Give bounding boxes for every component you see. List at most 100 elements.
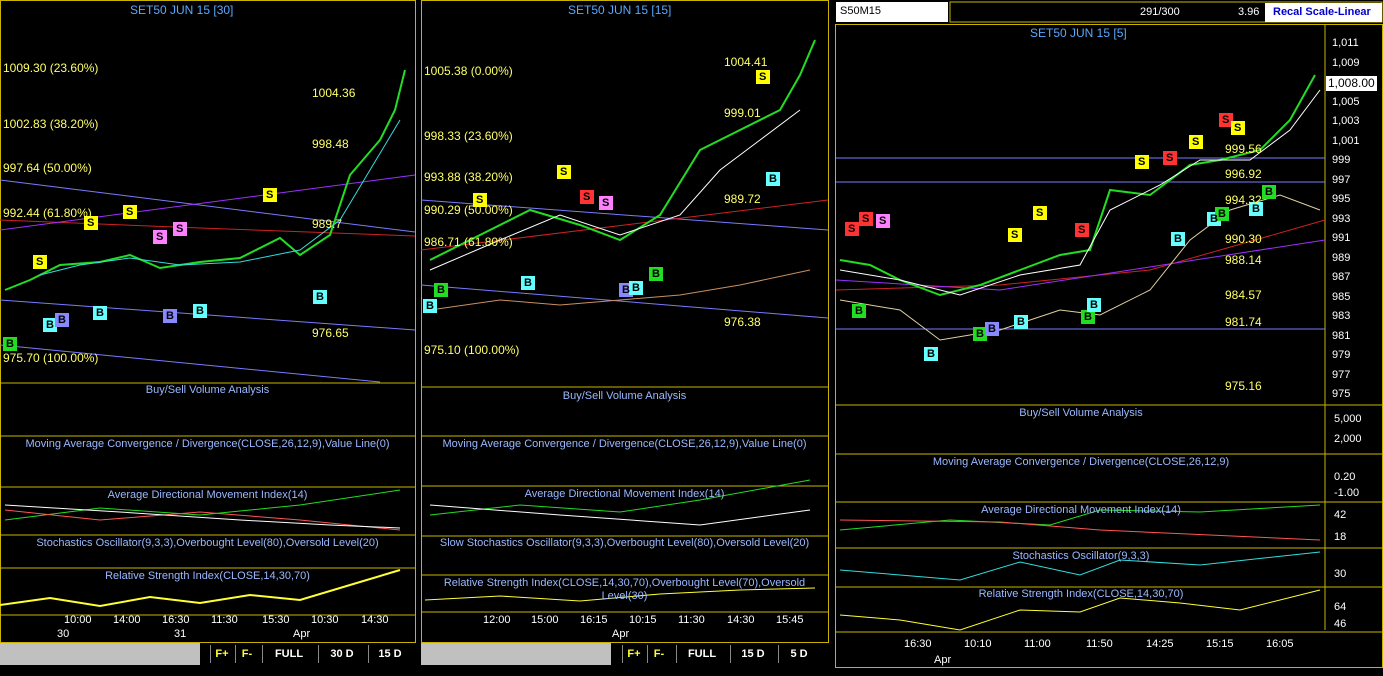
toolbar-button[interactable]: FULL	[262, 645, 315, 663]
signal-box	[434, 283, 448, 297]
signal-box	[1008, 228, 1022, 242]
fib-level: 993.88 (38.20%)	[424, 170, 513, 184]
fib-level: 992.44 (61.80%)	[3, 206, 92, 220]
x-tick-label: 15:00	[531, 614, 559, 626]
signal-box	[1075, 223, 1089, 237]
price-annotation: 975.16	[1225, 379, 1262, 393]
toolbar-button[interactable]: 15 D	[368, 645, 411, 663]
x-tick-label: 11:50	[1086, 638, 1113, 650]
signal-box	[766, 172, 780, 186]
signal-label: B	[58, 314, 66, 326]
price-tick: 979	[1332, 349, 1351, 361]
x-tick-label: 10:10	[964, 638, 992, 650]
indicator-title: Buy/Sell Volume Analysis	[1019, 407, 1143, 419]
signal-label: S	[1138, 156, 1146, 168]
x-tick-label: 15:45	[776, 614, 804, 626]
signal-label: S	[560, 166, 568, 178]
price-annotation: 984.57	[1225, 288, 1262, 302]
price-tick: 1,011	[1332, 37, 1359, 49]
signal-label: B	[437, 284, 445, 296]
indicator-tick: -1.00	[1334, 487, 1360, 499]
signal-label: S	[602, 197, 610, 209]
signal-box	[599, 196, 613, 210]
indicator-title: Relative Strength Index(CLOSE,14,30,70)	[978, 588, 1184, 600]
signal-label: B	[6, 338, 14, 350]
price-tick: 1,001	[1332, 134, 1360, 147]
signal-box	[1087, 298, 1101, 312]
indicator-title: Average Directional Movement Index(14)	[981, 504, 1181, 516]
x-tick-label: 15:15	[1206, 638, 1234, 650]
signal-label: B	[1084, 311, 1092, 323]
indicator-title: Moving Average Convergence / Divergence(…	[932, 456, 1230, 468]
indicator-title: Buy/Sell Volume Analysis	[562, 390, 687, 402]
signal-label: B	[622, 284, 630, 296]
indicator-title: Buy/Sell Volume Analysis	[145, 384, 270, 396]
signal-box	[1215, 207, 1229, 221]
signal-box	[55, 313, 69, 327]
x-tick-label: 10:30	[311, 614, 339, 626]
price-tick: 1,009	[1332, 56, 1360, 69]
signal-label: B	[1218, 208, 1226, 220]
signal-label: S	[176, 223, 184, 235]
signal-box	[1219, 113, 1233, 127]
toolbar-button[interactable]: F-	[235, 645, 258, 663]
fib-level: 975.70 (100.00%)	[3, 351, 99, 365]
signal-box	[1033, 206, 1047, 220]
signal-label: S	[1166, 152, 1174, 164]
signal-label: S	[583, 191, 591, 203]
toolbar-button[interactable]: F-	[647, 645, 670, 663]
signal-label: S	[476, 194, 484, 206]
indicator-tick: 64	[1334, 601, 1347, 613]
signal-box	[1081, 310, 1095, 324]
signal-box	[924, 347, 938, 361]
signal-label: B	[769, 173, 777, 185]
signal-label: S	[1234, 122, 1242, 134]
signal-box	[1231, 121, 1245, 135]
indicator-title: Relative Strength Index(CLOSE,14,30,70)	[105, 570, 310, 582]
toolbar-button[interactable]: 30 D	[318, 645, 365, 663]
toolbar-button[interactable]: F+	[622, 645, 645, 663]
signal-box	[859, 212, 873, 226]
recal-button[interactable]: Recal Scale-Linear	[1273, 6, 1371, 18]
price-annotation: 976.65	[312, 326, 349, 340]
signal-box	[173, 222, 187, 236]
x-tick-label: 11:30	[678, 614, 705, 626]
toolbar-button[interactable]: F+	[210, 645, 233, 663]
signal-box	[1135, 155, 1149, 169]
toolbar-button[interactable]: 5 D	[778, 645, 819, 663]
price-tick: 977	[1332, 368, 1351, 381]
fib-level: 997.64 (50.00%)	[3, 161, 92, 175]
signal-label: B	[1017, 316, 1025, 328]
signal-label: S	[87, 217, 95, 229]
x-tick-label: 10:00	[64, 614, 92, 626]
signal-label: B	[46, 319, 54, 331]
signal-box	[123, 205, 137, 219]
signal-label: B	[976, 328, 984, 340]
date-label: Apr	[612, 628, 630, 640]
x-tick-label: 14:25	[1146, 638, 1174, 650]
x-tick-label: 16:15	[580, 614, 608, 626]
signal-box	[1171, 232, 1185, 246]
signal-label: S	[879, 215, 887, 227]
signal-box	[629, 281, 643, 295]
signal-label: S	[1078, 224, 1086, 236]
price-tick: 993	[1332, 212, 1351, 225]
toolbar-button[interactable]: FULL	[676, 645, 727, 663]
signal-label: B	[927, 348, 935, 360]
date-label: Apr	[293, 628, 311, 640]
indicator-tick: 42	[1334, 509, 1347, 521]
x-tick-label: 15:30	[262, 614, 290, 626]
price-tick: 975	[1332, 388, 1351, 400]
signal-box	[84, 216, 98, 230]
fib-level: 986.71 (61.80%)	[424, 235, 513, 249]
symbol-select: S50M15	[840, 5, 881, 17]
signal-box	[1014, 315, 1028, 329]
price-tick: 1,005	[1332, 95, 1360, 108]
x-tick-label: 12:00	[483, 614, 511, 626]
toolbar-button[interactable]: 15 D	[730, 645, 775, 663]
signal-box	[1262, 185, 1276, 199]
signal-label: B	[524, 277, 532, 289]
x-tick-label: 14:30	[727, 614, 755, 626]
x-tick-label: 16:30	[162, 614, 190, 626]
